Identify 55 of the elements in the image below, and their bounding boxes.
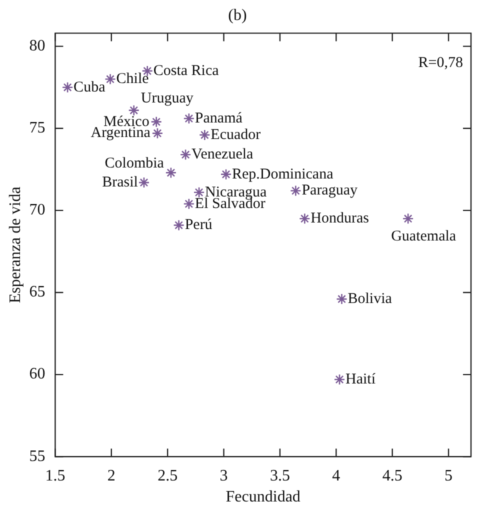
point	[150, 116, 162, 128]
annotation: Ecuador	[210, 126, 261, 143]
annotation: Colombia	[104, 156, 164, 172]
y-tick-label: 55	[29, 448, 46, 465]
annotation: Costa Rica	[153, 62, 220, 79]
annotation: Panamá	[194, 110, 243, 126]
point	[138, 176, 150, 188]
x-tick-label: 4	[332, 467, 340, 484]
annotation: Paraguay	[302, 182, 358, 199]
point	[62, 82, 74, 94]
x-tick-label: 1.5	[45, 467, 66, 484]
point	[334, 374, 346, 386]
chart-title: (b)	[228, 6, 247, 24]
point	[152, 128, 164, 139]
point	[193, 186, 205, 198]
y-tick-label: 80	[29, 38, 46, 55]
x-axis-title: Fecundidad	[226, 488, 300, 506]
annotation: Bolivia	[348, 290, 392, 307]
annotation: Guatemala	[391, 228, 456, 245]
point	[104, 74, 116, 85]
y-tick-label: 75	[29, 120, 46, 137]
y-tick-label: 70	[29, 202, 46, 219]
annotation: Uruguay	[140, 90, 194, 106]
annotation: Nicaragua	[205, 184, 268, 200]
y-axis-title: Esperanza de vida	[6, 186, 24, 304]
x-tick-label: 5	[444, 467, 453, 484]
point	[180, 148, 192, 160]
point	[165, 167, 177, 178]
annotation: Venezuela	[192, 146, 254, 163]
point	[299, 212, 310, 224]
annotation: Chile	[116, 71, 150, 88]
x-tick-label: 2	[107, 467, 116, 484]
annotation: Rep.Dominicana	[232, 166, 334, 182]
annotation: Brasil	[102, 174, 138, 190]
x-tick-label: 3.5	[270, 467, 290, 484]
x-tick-label: 3	[220, 467, 228, 484]
point	[173, 220, 184, 231]
annotation: Cuba	[74, 79, 106, 96]
point	[402, 212, 414, 224]
point	[199, 129, 210, 141]
point	[336, 293, 348, 305]
point	[128, 104, 140, 116]
y-tick-label: 60	[29, 366, 46, 383]
x-tick-label: 2.5	[158, 467, 178, 484]
x-tick-label: 4.5	[382, 467, 402, 484]
annotation: R=0,78	[418, 55, 463, 72]
point	[183, 112, 195, 124]
point	[290, 185, 302, 196]
annotation: Perú	[184, 217, 213, 234]
annotation: Argentina	[90, 125, 151, 142]
y-tick-label: 65	[29, 284, 46, 301]
annotation: Honduras	[310, 210, 370, 227]
annotation: Haití	[346, 371, 376, 388]
point	[220, 168, 232, 180]
point	[183, 198, 195, 210]
